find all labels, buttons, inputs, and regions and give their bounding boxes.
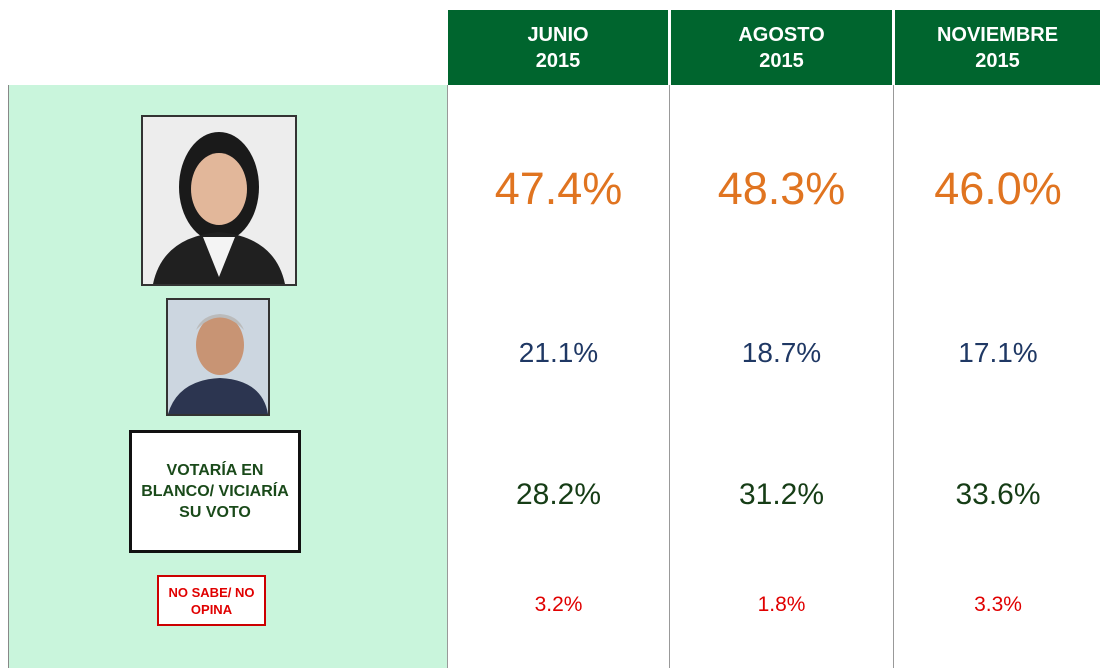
column-header: AGOSTO 2015 <box>671 10 892 85</box>
cell-value: 48.3% <box>717 163 846 214</box>
column-divider <box>447 85 448 668</box>
candidate-photo <box>141 115 297 286</box>
row-label: VOTARÍA EN BLANCO/ VICIARÍA SU VOTO <box>129 430 301 553</box>
column-divider <box>669 85 670 668</box>
cell-value: 1.8% <box>757 593 806 616</box>
candidate-photo <box>166 298 270 416</box>
column-header: JUNIO 2015 <box>448 10 668 85</box>
cell-value: 18.7% <box>741 337 822 368</box>
column-divider <box>893 85 894 668</box>
cell-value: 31.2% <box>738 478 825 511</box>
column-header: NOVIEMBRE 2015 <box>895 10 1100 85</box>
cell-value: 46.0% <box>934 163 1062 214</box>
cell-value: 3.2% <box>534 593 583 616</box>
cell-value: 17.1% <box>958 337 1038 368</box>
cell-value: 3.3% <box>974 593 1022 616</box>
header-year: 2015 <box>975 50 1020 72</box>
cell-value: 33.6% <box>955 478 1041 511</box>
cell-value: 47.4% <box>494 163 623 214</box>
header-month: JUNIO <box>527 24 589 46</box>
cell-value: 21.1% <box>518 337 599 368</box>
header-year: 2015 <box>535 50 581 72</box>
header-month: NOVIEMBRE <box>936 24 1059 46</box>
header-month: AGOSTO <box>738 24 825 46</box>
cell-value: 28.2% <box>515 478 602 511</box>
photo-silhouette <box>143 117 295 284</box>
header-year: 2015 <box>759 50 804 72</box>
photo-silhouette <box>168 300 268 414</box>
row-label: NO SABE/ NO OPINA <box>157 575 266 626</box>
